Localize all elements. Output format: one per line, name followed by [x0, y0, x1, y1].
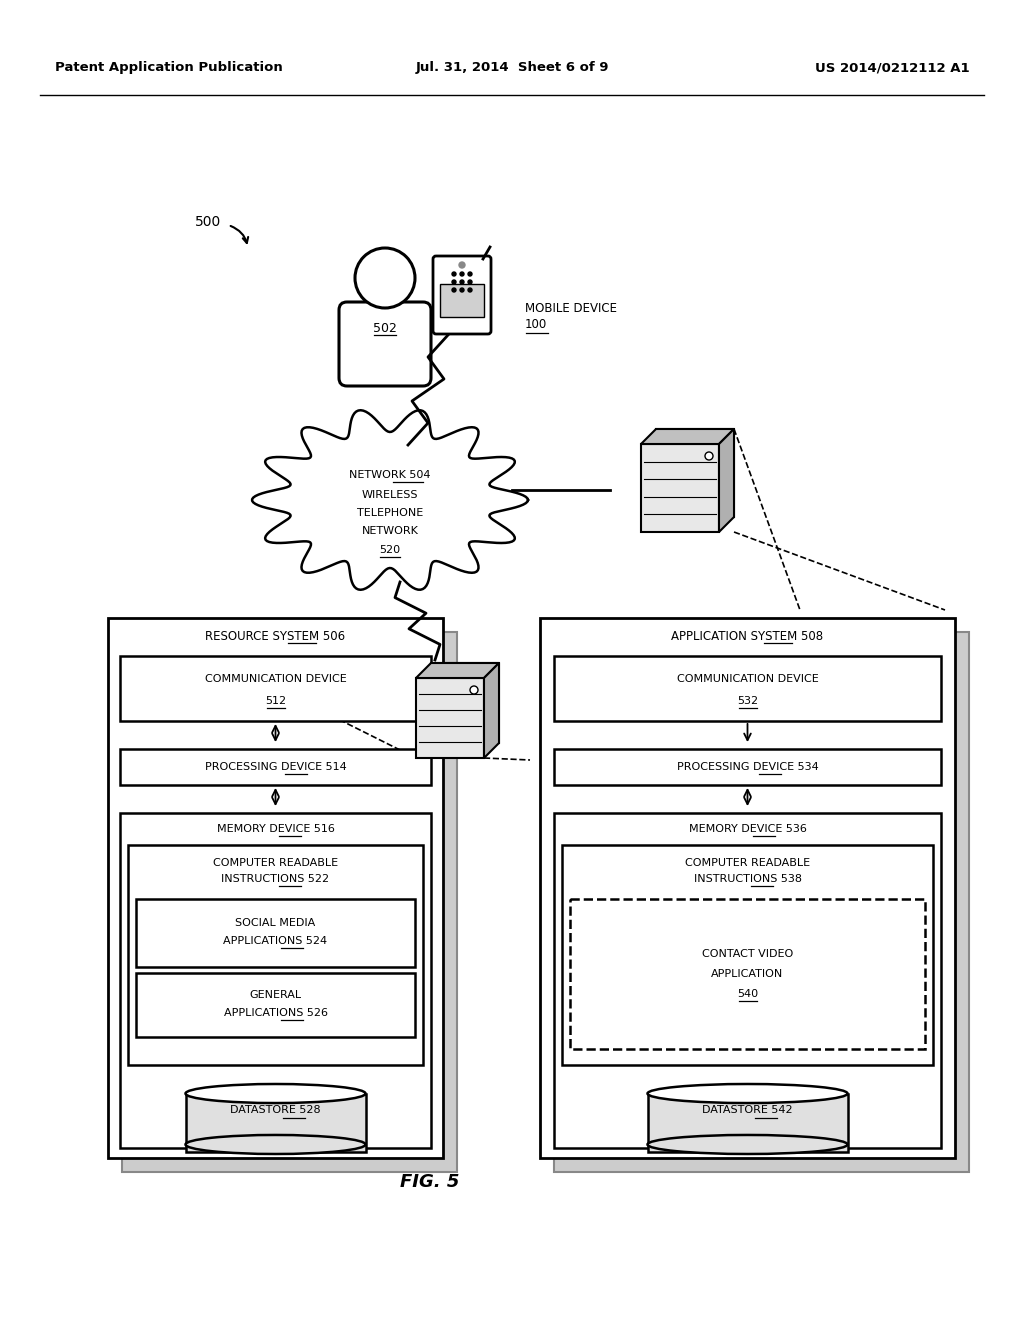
Text: APPLICATION: APPLICATION [712, 969, 783, 979]
Text: APPLICATIONS 526: APPLICATIONS 526 [223, 1008, 328, 1018]
Text: FIG. 5: FIG. 5 [400, 1173, 460, 1191]
Ellipse shape [647, 1084, 848, 1104]
Text: MOBILE DEVICE: MOBILE DEVICE [525, 301, 617, 314]
Text: GENERAL: GENERAL [250, 990, 301, 1001]
FancyBboxPatch shape [120, 813, 431, 1148]
Text: PROCESSING DEVICE 514: PROCESSING DEVICE 514 [205, 762, 346, 772]
Polygon shape [719, 429, 734, 532]
Text: Jul. 31, 2014  Sheet 6 of 9: Jul. 31, 2014 Sheet 6 of 9 [416, 62, 608, 74]
Text: DATASTORE 542: DATASTORE 542 [702, 1105, 793, 1115]
Text: 520: 520 [380, 545, 400, 554]
Circle shape [460, 272, 464, 276]
Text: 532: 532 [737, 696, 758, 705]
Ellipse shape [647, 1135, 848, 1154]
Circle shape [460, 280, 464, 284]
Circle shape [468, 288, 472, 292]
FancyBboxPatch shape [108, 618, 443, 1158]
FancyBboxPatch shape [554, 813, 941, 1148]
FancyBboxPatch shape [120, 656, 431, 721]
FancyBboxPatch shape [647, 1093, 848, 1152]
FancyBboxPatch shape [440, 284, 484, 317]
FancyBboxPatch shape [136, 899, 415, 968]
Circle shape [452, 288, 456, 292]
FancyBboxPatch shape [570, 899, 925, 1049]
FancyBboxPatch shape [122, 632, 457, 1172]
FancyBboxPatch shape [339, 302, 431, 385]
FancyBboxPatch shape [136, 973, 415, 1038]
Text: COMMUNICATION DEVICE: COMMUNICATION DEVICE [677, 673, 818, 684]
FancyBboxPatch shape [641, 444, 719, 532]
FancyBboxPatch shape [554, 656, 941, 721]
Text: 502: 502 [373, 322, 397, 334]
FancyBboxPatch shape [431, 663, 499, 743]
Text: APPLICATIONS 524: APPLICATIONS 524 [223, 936, 328, 946]
Polygon shape [416, 663, 499, 678]
Text: TELEPHONE: TELEPHONE [357, 508, 423, 517]
Text: COMMUNICATION DEVICE: COMMUNICATION DEVICE [205, 673, 346, 684]
FancyBboxPatch shape [128, 845, 423, 1065]
Text: 100: 100 [525, 318, 547, 331]
Circle shape [460, 288, 464, 292]
Text: CONTACT VIDEO: CONTACT VIDEO [701, 949, 794, 960]
Text: INSTRUCTIONS 538: INSTRUCTIONS 538 [693, 874, 802, 884]
Text: SOCIAL MEDIA: SOCIAL MEDIA [236, 917, 315, 928]
Circle shape [705, 451, 713, 459]
Text: INSTRUCTIONS 522: INSTRUCTIONS 522 [221, 874, 330, 884]
FancyBboxPatch shape [562, 845, 933, 1065]
FancyBboxPatch shape [554, 632, 969, 1172]
Text: US 2014/0212112 A1: US 2014/0212112 A1 [815, 62, 970, 74]
Text: COMPUTER READABLE: COMPUTER READABLE [213, 858, 338, 869]
Text: COMPUTER READABLE: COMPUTER READABLE [685, 858, 810, 869]
Text: APPLICATION SYSTEM 508: APPLICATION SYSTEM 508 [672, 630, 823, 643]
FancyBboxPatch shape [433, 256, 490, 334]
Text: MEMORY DEVICE 516: MEMORY DEVICE 516 [216, 824, 335, 834]
Circle shape [452, 272, 456, 276]
Circle shape [468, 272, 472, 276]
Text: DATASTORE 528: DATASTORE 528 [230, 1105, 321, 1115]
Text: PROCESSING DEVICE 534: PROCESSING DEVICE 534 [677, 762, 818, 772]
FancyBboxPatch shape [554, 748, 941, 785]
Circle shape [459, 261, 465, 268]
Text: 500: 500 [195, 215, 221, 228]
FancyBboxPatch shape [416, 678, 484, 758]
FancyBboxPatch shape [540, 618, 955, 1158]
Circle shape [470, 686, 478, 694]
FancyBboxPatch shape [120, 748, 431, 785]
Text: Patent Application Publication: Patent Application Publication [55, 62, 283, 74]
Text: MEMORY DEVICE 536: MEMORY DEVICE 536 [688, 824, 807, 834]
Ellipse shape [185, 1084, 366, 1104]
Ellipse shape [185, 1135, 366, 1154]
Polygon shape [641, 429, 734, 444]
Text: 512: 512 [265, 696, 286, 705]
Circle shape [355, 248, 415, 308]
Text: NETWORK: NETWORK [361, 525, 419, 536]
FancyBboxPatch shape [185, 1093, 366, 1152]
Text: NETWORK 504: NETWORK 504 [349, 470, 431, 480]
Polygon shape [252, 411, 528, 590]
Polygon shape [484, 663, 499, 758]
Text: RESOURCE SYSTEM 506: RESOURCE SYSTEM 506 [206, 630, 345, 643]
Circle shape [468, 280, 472, 284]
Circle shape [452, 280, 456, 284]
Text: WIRELESS: WIRELESS [361, 490, 418, 500]
Text: 540: 540 [737, 989, 758, 999]
FancyBboxPatch shape [656, 429, 734, 517]
